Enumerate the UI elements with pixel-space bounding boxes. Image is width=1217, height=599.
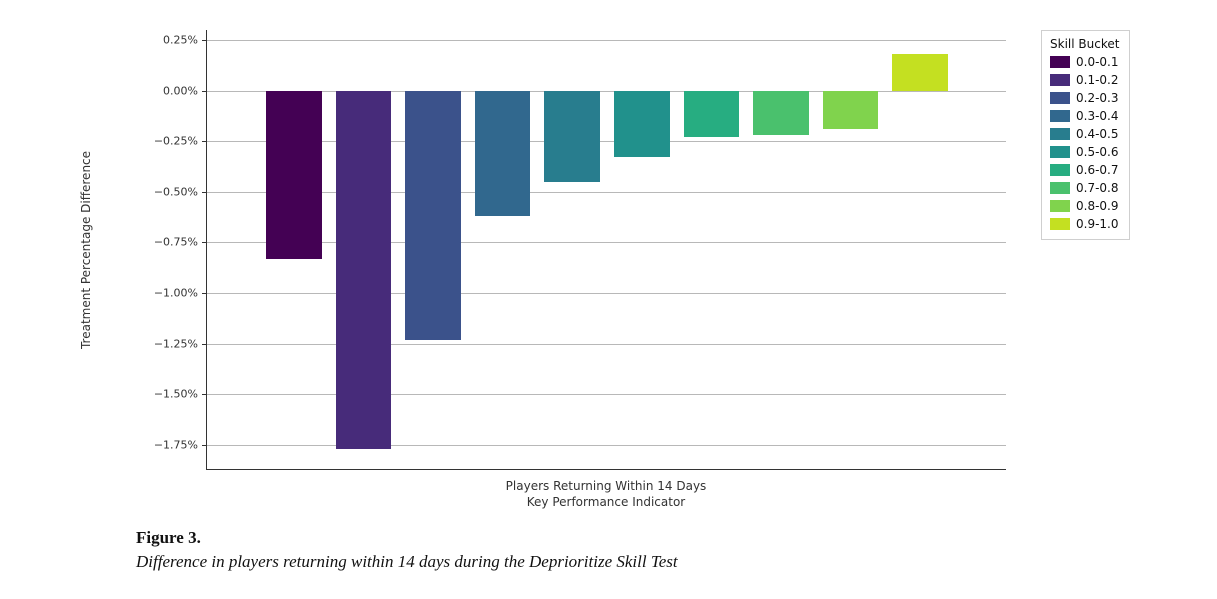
legend-swatch — [1050, 110, 1070, 122]
y-tick-label: 0.00% — [163, 84, 198, 97]
x-axis-labels: Players Returning Within 14 Days Key Per… — [206, 470, 1006, 510]
legend-item-label: 0.0-0.1 — [1076, 53, 1119, 71]
y-tick-label: −1.75% — [154, 438, 198, 451]
legend-item: 0.0-0.1 — [1050, 53, 1119, 71]
y-tick-mark — [202, 344, 207, 345]
y-tick-label: −1.50% — [154, 388, 198, 401]
legend-swatch — [1050, 74, 1070, 86]
y-tick-mark — [202, 242, 207, 243]
figure-caption: Figure 3. Difference in players returnin… — [136, 528, 1156, 572]
legend-item: 0.5-0.6 — [1050, 143, 1119, 161]
gridline — [207, 242, 1006, 243]
legend-title: Skill Bucket — [1050, 37, 1119, 51]
chart-bar — [475, 91, 531, 216]
legend-item: 0.3-0.4 — [1050, 107, 1119, 125]
legend-item-label: 0.7-0.8 — [1076, 179, 1119, 197]
legend-item-label: 0.1-0.2 — [1076, 71, 1119, 89]
legend-item: 0.6-0.7 — [1050, 161, 1119, 179]
chart-bar — [405, 91, 461, 340]
legend-item-label: 0.9-1.0 — [1076, 215, 1119, 233]
legend-item-label: 0.4-0.5 — [1076, 125, 1119, 143]
y-tick-label: −0.25% — [154, 135, 198, 148]
gridline — [207, 40, 1006, 41]
y-tick-labels: 0.25% 0.00% −0.25% −0.50% −0.75% −1.00% −1.25%… — [132, 30, 202, 470]
y-tick-mark — [202, 91, 207, 92]
y-tick-label: 0.25% — [163, 34, 198, 47]
y-tick-mark — [202, 394, 207, 395]
legend-swatch — [1050, 56, 1070, 68]
legend: Skill Bucket 0.0-0.10.1-0.20.2-0.30.3-0.… — [1041, 30, 1130, 240]
gridline — [207, 91, 1006, 92]
chart-bar — [336, 91, 392, 449]
y-tick-mark — [202, 192, 207, 193]
gridline — [207, 394, 1006, 395]
y-tick-mark — [202, 40, 207, 41]
chart-bar — [544, 91, 600, 182]
y-tick-label: −0.50% — [154, 185, 198, 198]
y-tick-mark — [202, 293, 207, 294]
legend-item-label: 0.2-0.3 — [1076, 89, 1119, 107]
gridline — [207, 192, 1006, 193]
chart-bar — [823, 91, 879, 129]
y-tick-label: −1.25% — [154, 337, 198, 350]
figure-caption-text: Difference in players returning within 1… — [136, 552, 1156, 572]
chart-bar — [753, 91, 809, 136]
chart-wrap: Treatment Percentage Difference 0.25%0.0… — [136, 30, 1156, 510]
stage: Treatment Percentage Difference 0.25% 0.0… — [0, 0, 1217, 599]
gridline — [207, 344, 1006, 345]
y-tick-mark — [202, 141, 207, 142]
legend-swatch — [1050, 128, 1070, 140]
legend-item: 0.7-0.8 — [1050, 179, 1119, 197]
gridline — [207, 141, 1006, 142]
legend-item: 0.8-0.9 — [1050, 197, 1119, 215]
legend-item-label: 0.6-0.7 — [1076, 161, 1119, 179]
chart-bar — [892, 54, 948, 90]
chart-axes-container: Treatment Percentage Difference 0.25%0.0… — [136, 30, 1031, 510]
chart-bar — [684, 91, 740, 138]
legend-item-label: 0.3-0.4 — [1076, 107, 1119, 125]
legend-item-label: 0.8-0.9 — [1076, 197, 1119, 215]
legend-item-label: 0.5-0.6 — [1076, 143, 1119, 161]
legend-swatch — [1050, 146, 1070, 158]
legend-swatch — [1050, 164, 1070, 176]
y-axis-label: Treatment Percentage Difference — [78, 30, 94, 470]
y-tick-mark — [202, 445, 207, 446]
y-tick-label: −1.00% — [154, 286, 198, 299]
legend-swatch — [1050, 200, 1070, 212]
figure: Treatment Percentage Difference 0.25%0.0… — [136, 30, 1156, 572]
legend-item: 0.4-0.5 — [1050, 125, 1119, 143]
chart-bar — [266, 91, 322, 259]
y-tick-label: −0.75% — [154, 236, 198, 249]
gridline — [207, 445, 1006, 446]
legend-item: 0.1-0.2 — [1050, 71, 1119, 89]
y-axis-label-text: Treatment Percentage Difference — [79, 151, 93, 349]
x-axis-label-line1: Players Returning Within 14 Days — [206, 478, 1006, 494]
figure-caption-label: Figure 3. — [136, 528, 1156, 548]
legend-swatch — [1050, 182, 1070, 194]
legend-item: 0.9-1.0 — [1050, 215, 1119, 233]
legend-swatch — [1050, 218, 1070, 230]
chart-bar — [614, 91, 670, 158]
legend-swatch — [1050, 92, 1070, 104]
legend-item: 0.2-0.3 — [1050, 89, 1119, 107]
x-axis-label-line2: Key Performance Indicator — [206, 494, 1006, 510]
gridline — [207, 293, 1006, 294]
plot-area — [206, 30, 1006, 470]
